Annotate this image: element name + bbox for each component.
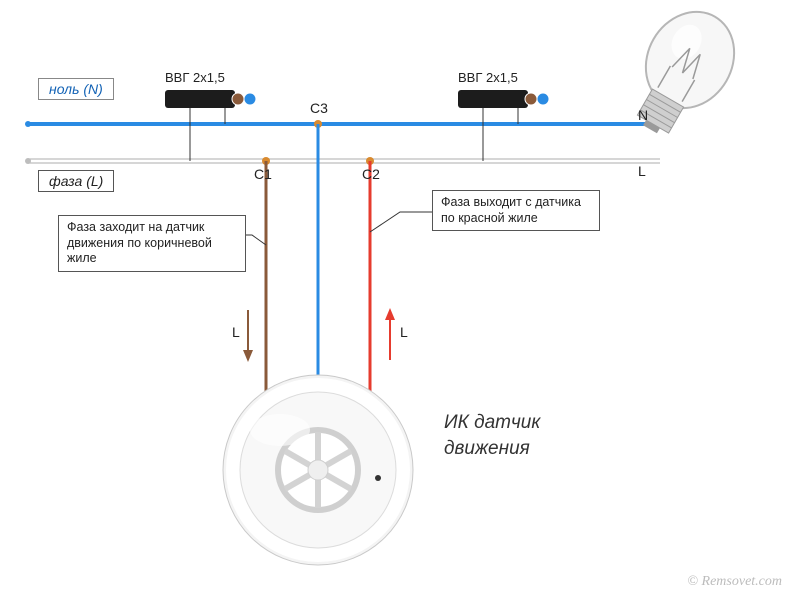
device-title-line2: движения <box>444 438 530 459</box>
cable-right-label: ВВГ 2x1,5 <box>458 70 518 85</box>
c3-label: C3 <box>310 100 328 116</box>
pir-sensor <box>223 375 413 565</box>
neutral-label: ноль (N) <box>38 78 114 100</box>
note-right: Фаза выходит с датчика по красной жиле <box>432 190 600 231</box>
light-bulb <box>614 0 752 150</box>
note-left: Фаза заходит на датчик движения по корич… <box>58 215 246 272</box>
leader-right <box>370 212 432 232</box>
device-title-line1: ИК датчик <box>444 412 540 433</box>
watermark: © Remsovet.com <box>687 574 782 590</box>
arrow-up <box>385 308 395 360</box>
arrow-down <box>243 310 253 362</box>
arrow-down-label: L <box>232 324 240 340</box>
phase-label: фаза (L) <box>38 170 114 192</box>
wiring-diagram <box>0 0 800 604</box>
lamp-n-label: N <box>638 107 648 123</box>
c1-label: C1 <box>254 166 272 182</box>
cable-left-label: ВВГ 2x1,5 <box>165 70 225 85</box>
arrow-up-label: L <box>400 324 408 340</box>
device-title: ИК датчик движения <box>444 410 540 461</box>
lamp-l-label: L <box>638 163 646 179</box>
c2-label: C2 <box>362 166 380 182</box>
